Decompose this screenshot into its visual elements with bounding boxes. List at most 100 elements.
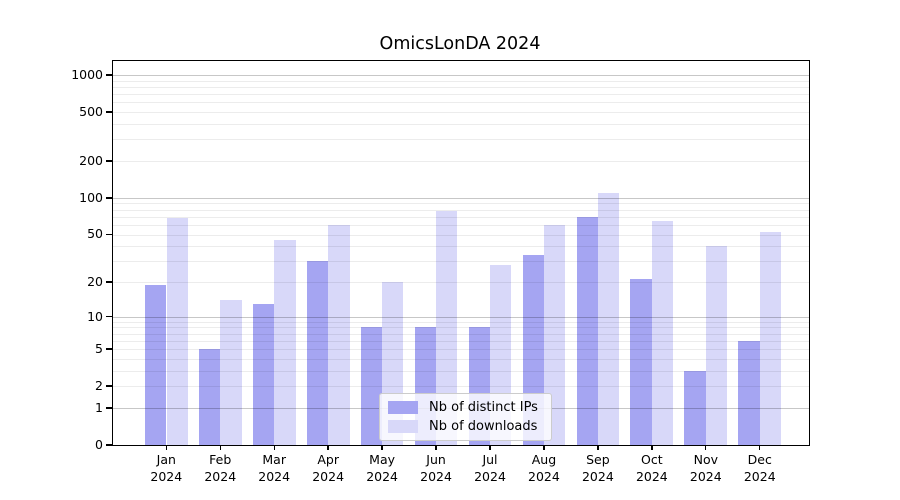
bar-downloads-jun: [436, 211, 458, 445]
bar-ips-may: [360, 327, 382, 445]
x-tick-year-jan: 2024: [150, 468, 183, 484]
legend-item-distinct-ips: Nb of distinct IPs: [388, 400, 543, 415]
y-tick-label-1000: 1000: [71, 67, 103, 83]
x-tick-label-may: May 2024: [354, 452, 410, 485]
x-tick-year-sep: 2024: [581, 468, 614, 484]
y-tick-20: [106, 281, 112, 283]
x-tick-label-sep: Sep 2024: [570, 452, 626, 485]
legend-item-downloads: Nb of downloads: [388, 419, 543, 434]
y-tick-1000: [106, 74, 112, 76]
y-tick-label-50: 50: [87, 226, 103, 242]
bar-downloads-nov: [706, 246, 728, 445]
x-tick-oct: [651, 445, 653, 450]
x-tick-month-aug: Aug: [531, 452, 557, 467]
x-tick-month-dec: Dec: [747, 452, 772, 467]
y-tick-500: [106, 111, 112, 113]
y-tick-label-2: 2: [95, 378, 103, 394]
plot-area: 0 1 2 5 10 20 50 100 200 500 1000 Jan 2024 Feb 2024 Ma…: [71, 60, 810, 484]
x-tick-month-jan: Jan: [156, 452, 176, 467]
x-tick-year-dec: 2024: [743, 468, 776, 484]
x-tick-year-apr: 2024: [312, 468, 345, 484]
x-tick-jan: [165, 445, 167, 450]
x-tick-jul: [489, 445, 491, 450]
bar-ips-sep: [576, 216, 598, 445]
x-tick-month-may: May: [369, 452, 396, 467]
legend-swatch-downloads: [388, 420, 418, 433]
y-tick-50: [106, 233, 112, 236]
y-tick-label-200: 200: [79, 153, 103, 168]
y-tick-label-20: 20: [87, 273, 103, 289]
x-tick-month-jul: Jul: [482, 452, 498, 467]
y-tick-label-100: 100: [79, 189, 103, 205]
y-tick-10: [106, 315, 112, 318]
chart-title: OmicsLonDA 2024: [379, 34, 541, 54]
y-tick-100: [106, 197, 112, 199]
bar-downloads-oct: [652, 220, 674, 445]
x-tick-year-jun: 2024: [420, 468, 452, 484]
x-tick-label-feb: Feb 2024: [192, 452, 248, 485]
x-tick-month-nov: Nov: [693, 452, 718, 467]
y-axis: 0 1 2 5 10 20 50 100 200 500 1000: [71, 61, 809, 452]
x-tick-sep: [597, 445, 599, 450]
x-tick-month-mar: Mar: [262, 452, 286, 467]
bar-downloads-dec: [759, 232, 782, 445]
bar-ips-feb: [198, 349, 221, 445]
x-tick-year-jul: 2024: [474, 468, 506, 484]
y-tick-label-5: 5: [95, 341, 103, 357]
x-tick-label-jul: Jul 2024: [462, 452, 518, 485]
x-tick-month-sep: Sep: [586, 452, 610, 467]
legend-swatch-distinct-ips: [388, 401, 418, 414]
x-tick-mar: [273, 445, 275, 450]
bar-ips-apr: [306, 261, 328, 445]
x-tick-label-mar: Mar 2024: [246, 452, 302, 485]
x-tick-year-mar: 2024: [258, 468, 291, 484]
legend-label-distinct-ips: Nb of distinct IPs: [429, 400, 538, 415]
x-tick-month-jun: Jun: [426, 452, 446, 467]
bar-ips-dec: [738, 340, 760, 445]
y-tick-0: [106, 444, 112, 446]
x-tick-label-jun: Jun 2024: [408, 452, 464, 485]
x-tick-label-nov: Nov 2024: [678, 452, 734, 485]
y-tick-label-0: 0: [95, 437, 103, 452]
x-tick-month-oct: Oct: [641, 452, 663, 467]
x-tick-dec: [759, 445, 761, 450]
bar-downloads-jan: [166, 218, 188, 445]
bar-downloads-apr: [328, 224, 350, 445]
legend-label-downloads: Nb of downloads: [429, 419, 538, 434]
bar-ips-mar: [252, 303, 274, 445]
x-tick-may: [381, 445, 383, 450]
x-tick-nov: [705, 445, 707, 450]
x-tick-jun: [435, 445, 437, 450]
bar-downloads-aug: [544, 224, 566, 445]
x-tick-year-feb: 2024: [204, 468, 237, 484]
x-axis: Jan 2024 Feb 2024 Mar 2024 Apr 2024 May 2024 Jun 20…: [113, 61, 809, 484]
bar-ips-jan: [144, 284, 167, 445]
bar-downloads-feb: [220, 299, 242, 445]
x-tick-label-dec: Dec 2024: [732, 452, 788, 485]
x-tick-year-oct: 2024: [635, 468, 668, 484]
y-tick-2: [106, 385, 112, 387]
x-tick-year-nov: 2024: [689, 468, 722, 484]
y-tick-5: [106, 348, 112, 350]
bar-ips-oct: [630, 279, 652, 445]
x-tick-year-may: 2024: [366, 468, 398, 484]
x-tick-year-aug: 2024: [528, 468, 560, 484]
y-tick-label-1: 1: [95, 399, 103, 415]
x-tick-month-feb: Feb: [209, 452, 232, 467]
x-tick-label-aug: Aug 2024: [516, 452, 572, 485]
y-tick-label-500: 500: [79, 104, 103, 120]
x-tick-label-apr: Apr 2024: [300, 452, 356, 485]
x-tick-label-jan: Jan 2024: [138, 452, 194, 485]
bar-downloads-mar: [274, 239, 296, 445]
y-tick-1: [106, 407, 112, 409]
bar-ips-nov: [684, 370, 706, 445]
legend: Nb of distinct IPs Nb of downloads: [379, 393, 552, 441]
y-tick-label-10: 10: [87, 308, 103, 324]
y-tick-200: [106, 160, 112, 162]
x-tick-aug: [543, 445, 545, 450]
x-tick-feb: [219, 445, 221, 450]
bar-downloads-sep: [598, 192, 620, 445]
x-tick-apr: [327, 445, 329, 450]
x-tick-month-apr: Apr: [317, 452, 339, 467]
